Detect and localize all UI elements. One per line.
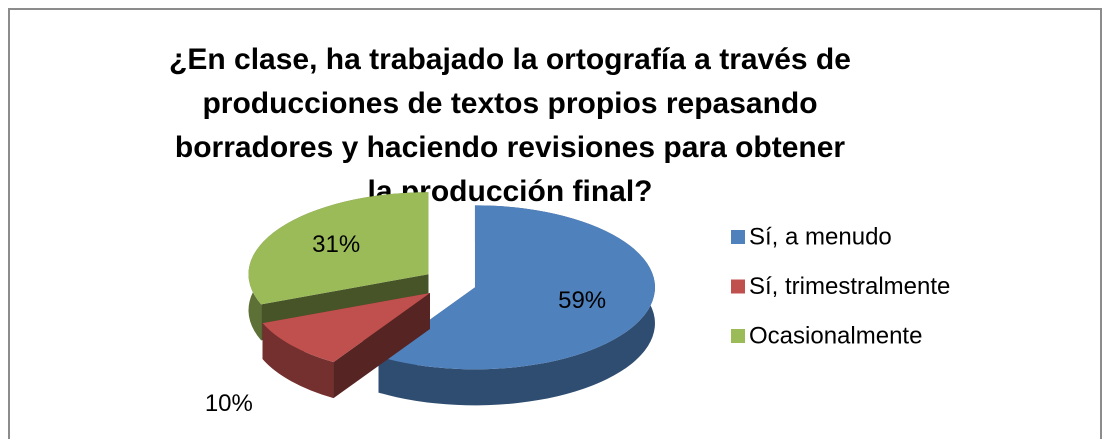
slice (262, 292, 430, 363)
slice (378, 205, 655, 370)
slice-side (262, 323, 334, 399)
data-label: 10% (205, 390, 253, 417)
legend-label: Ocasionalmente (749, 322, 922, 349)
legend-swatch (731, 230, 745, 244)
legend-swatch (731, 329, 745, 343)
legend-label: Sí, trimestralmente (749, 273, 950, 300)
chart-title: ¿En clase, ha trabajado la ortografía a … (169, 43, 851, 208)
chart-border (8, 8, 1102, 439)
data-label: 31% (312, 231, 360, 258)
data-label: 59% (558, 287, 606, 314)
slice (248, 192, 429, 305)
legend-swatch (731, 279, 745, 294)
legend-label: Sí, a menudo (749, 223, 892, 250)
